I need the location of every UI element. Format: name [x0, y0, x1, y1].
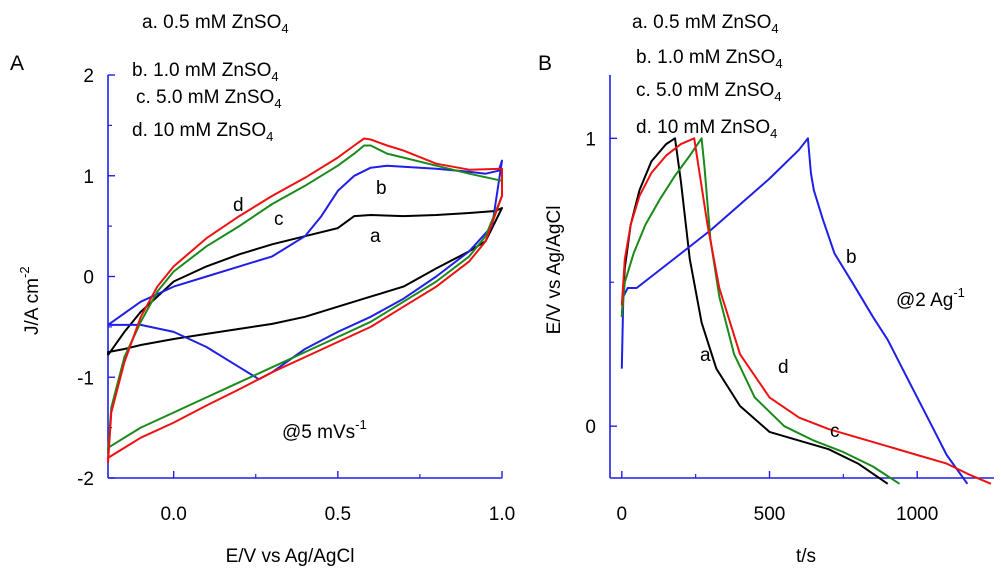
curve-label-b-b: b: [846, 247, 857, 268]
legend-a-prefix-2: c. 5.0 mM ZnSO: [136, 87, 274, 108]
panel-a-legend: a. 0.5 mM ZnSO4 b. 1.0 mM ZnSO4 c. 5.0 m…: [132, 12, 289, 144]
legend-a-prefix-1: b. 1.0 mM ZnSO: [132, 60, 271, 81]
panel-b-annotation: @2 Ag-1: [896, 285, 965, 311]
x-tick-label-a-0: 0.0: [160, 504, 186, 525]
curve-label-b-d: d: [778, 357, 789, 378]
series-line-a-0: [107, 207, 503, 356]
y-tick-label-a-0: -2: [77, 469, 94, 490]
legend-b-sub-1: 4: [775, 56, 782, 71]
panel-a-y-label-text: J/A cm: [22, 278, 43, 335]
legend-b-sub-3: 4: [770, 126, 777, 141]
legend-b-line-3: d. 10 mM ZnSO4: [636, 117, 777, 141]
legend-a-line-1: b. 1.0 mM ZnSO4: [132, 60, 279, 84]
y-tick-label-b-1: 1: [585, 129, 596, 150]
curve-label-a-d: d: [233, 195, 244, 216]
panel-b-x-label: t/s: [796, 546, 816, 567]
series-line-b-0: [620, 137, 889, 485]
y-tick-label-a-3: 1: [83, 167, 94, 188]
series-line-b-1: [620, 137, 969, 485]
x-tick-label-a-1: 0.5: [325, 504, 351, 525]
y-tick-label-b-0: 0: [585, 417, 596, 438]
legend-a-line-0: a. 0.5 mM ZnSO4: [142, 12, 289, 36]
series-line-a-3: [107, 137, 503, 463]
legend-a-sub-3: 4: [266, 129, 273, 144]
series-line-a-1: [107, 159, 503, 381]
panel-a-x-label: E/V vs Ag/AgCl: [226, 546, 355, 567]
legend-b-line-0: a. 0.5 mM ZnSO4: [632, 12, 779, 36]
x-tick-label-b-0: 0: [617, 504, 628, 525]
legend-a-sub-1: 4: [271, 69, 278, 84]
panel-a-annotation: @5 mVs-1: [282, 417, 367, 443]
y-tick-label-a-2: 0: [83, 268, 94, 289]
legend-a-prefix-0: a. 0.5 mM ZnSO: [142, 12, 281, 33]
legend-a-prefix-3: d. 10 mM ZnSO: [132, 120, 266, 141]
legend-b-prefix-3: d. 10 mM ZnSO: [636, 117, 770, 138]
legend-b-sub-2: 4: [774, 89, 781, 104]
panel-a-y-label-exp: -2: [17, 266, 32, 278]
legend-a-line-3: d. 10 mM ZnSO4: [132, 120, 273, 144]
curve-label-b-a: a: [700, 345, 711, 366]
y-tick-label-a-4: 2: [83, 66, 94, 87]
legend-b-line-2: c. 5.0 mM ZnSO4: [636, 80, 782, 104]
panel-b-curves: [620, 137, 992, 485]
x-tick-label-b-1: 500: [754, 504, 786, 525]
legend-b-prefix-0: a. 0.5 mM ZnSO: [632, 12, 771, 33]
curve-label-b-c: c: [830, 421, 840, 442]
legend-b-line-1: b. 1.0 mM ZnSO4: [636, 47, 783, 71]
curve-label-a-b: b: [376, 178, 387, 199]
legend-a-sub-0: 4: [281, 21, 288, 36]
legend-b-prefix-2: c. 5.0 mM ZnSO: [636, 80, 774, 101]
series-line-b-3: [620, 137, 992, 485]
legend-b-sub-0: 4: [771, 21, 778, 36]
panel-b-annotation-exp: -1: [953, 285, 965, 300]
panel-b-label: B: [538, 52, 552, 75]
y-tick-label-a-1: -1: [77, 368, 94, 389]
panel-b-ticks: 0 500 1000 0 1: [585, 129, 938, 525]
x-tick-label-b-2: 1000: [896, 504, 938, 525]
legend-a-sub-2: 4: [274, 96, 281, 111]
panel-b-legend: a. 0.5 mM ZnSO4 b. 1.0 mM ZnSO4 c. 5.0 m…: [632, 12, 783, 141]
curve-label-a-c: c: [274, 209, 284, 230]
panel-b-y-label: E/V vs Ag/AgCl: [544, 206, 565, 335]
panel-a-annotation-text: @5 mVs: [282, 422, 355, 443]
curve-label-a-a: a: [370, 226, 381, 247]
series-line-b-2: [620, 137, 901, 485]
series-line-a-2: [107, 144, 503, 453]
legend-b-prefix-1: b. 1.0 mM ZnSO: [636, 47, 775, 68]
x-tick-label-a-2: 1.0: [489, 504, 515, 525]
panel-a-curves: [107, 137, 503, 463]
legend-a-line-2: c. 5.0 mM ZnSO4: [136, 87, 282, 111]
panel-b-annotation-text: @2 Ag: [896, 290, 953, 311]
panel-a-label: A: [10, 52, 24, 75]
panel-a-annotation-exp: -1: [355, 417, 367, 432]
panel-a-ticks: 0.0 0.5 1.0 -2 -1 0 1 2: [77, 66, 515, 525]
panel-a-y-label: J/A cm-2: [17, 266, 43, 335]
